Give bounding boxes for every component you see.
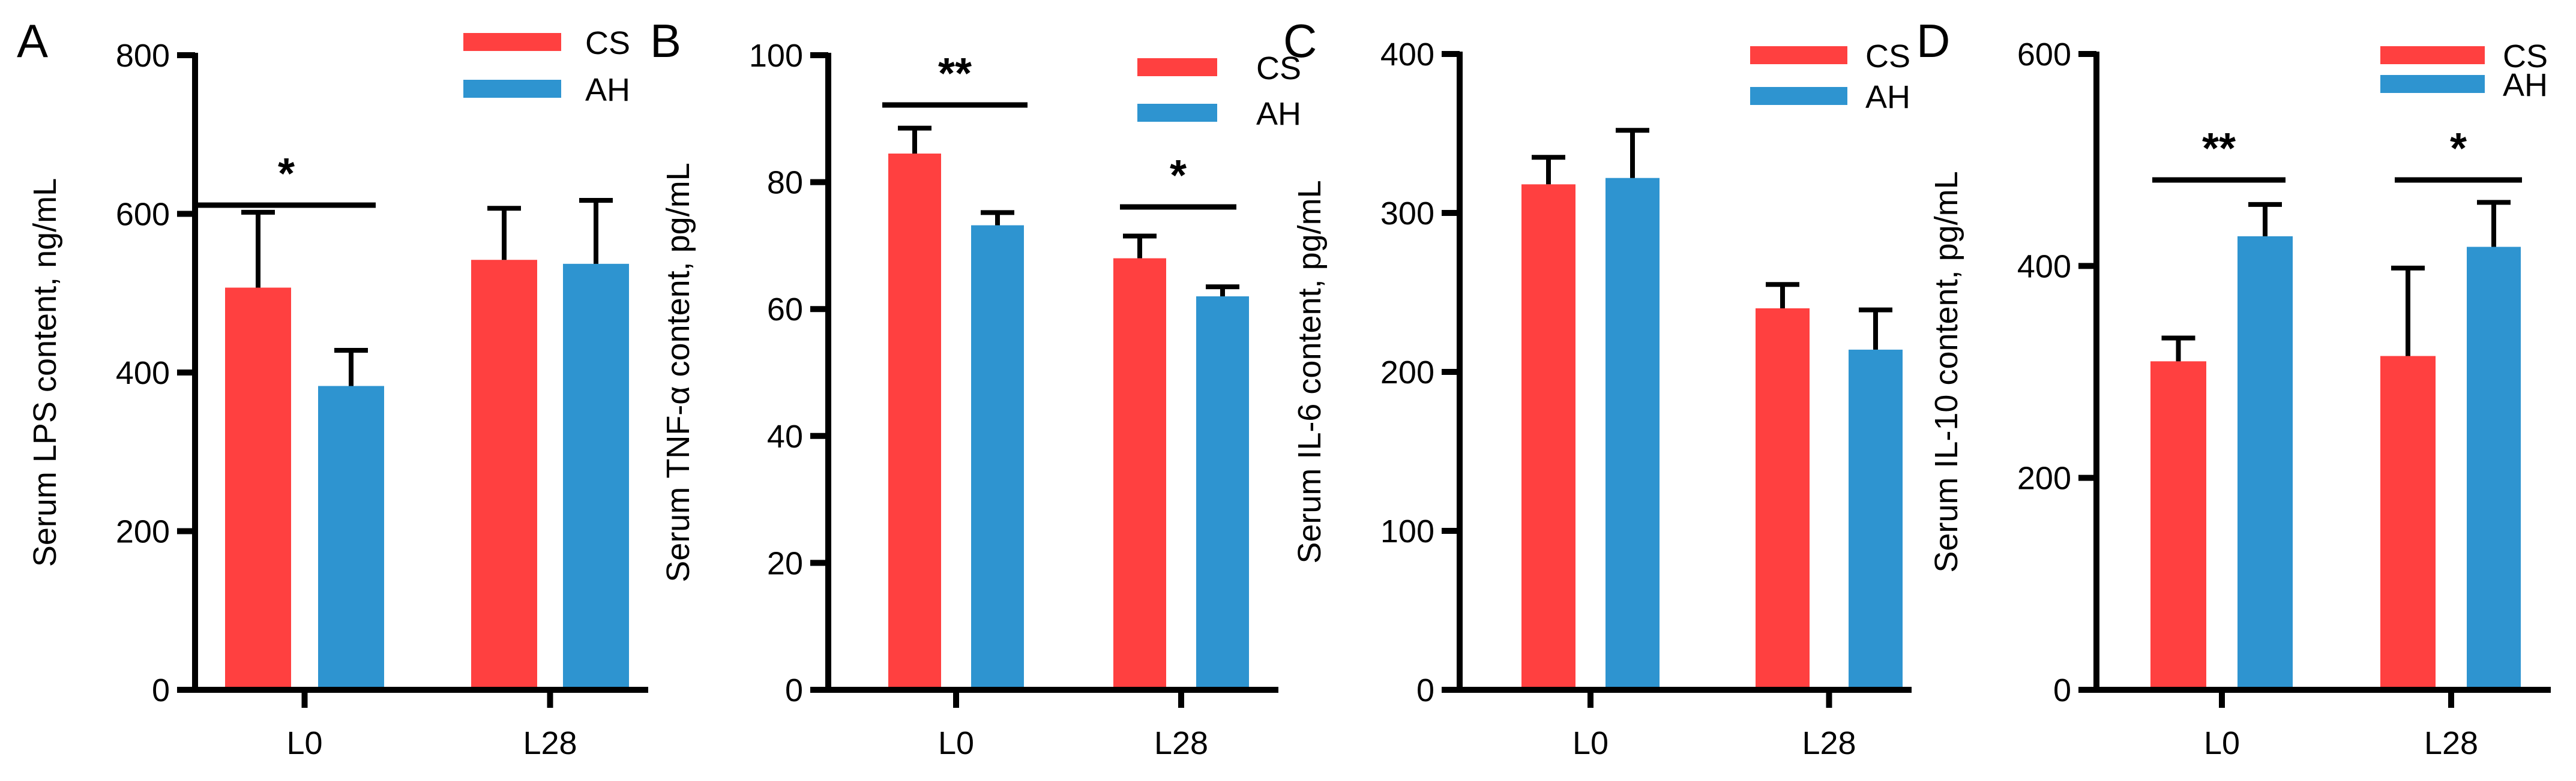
x-tick-label-a-l28: L28 [523, 725, 577, 761]
y-tick-label-a: 600 [116, 197, 170, 233]
panel-letter-b: B [650, 14, 681, 67]
legend-label-b-ah: AH [1256, 96, 1301, 132]
y-tick-label-b: 80 [767, 165, 803, 201]
legend-swatch-a-ah [463, 80, 561, 98]
y-tick-label-d: 600 [2017, 37, 2071, 73]
y-tick-label-c: 300 [1380, 196, 1434, 232]
y-tick-label-a: 200 [116, 514, 170, 550]
y-tick-label-c: 400 [1380, 37, 1434, 73]
bar-b-ah-l0 [971, 225, 1024, 690]
bar-b-cs-l28 [1113, 258, 1166, 690]
panel-letter-c: C [1283, 14, 1317, 67]
y-tick-label-b: 20 [767, 545, 803, 581]
y-tick-label-d: 200 [2017, 461, 2071, 497]
significance-label-d-l28: * [2450, 125, 2467, 173]
x-tick-label-d-l0: L0 [2204, 725, 2240, 761]
bar-c-ah-l0 [1605, 178, 1660, 690]
bar-c-cs-l0 [1521, 184, 1575, 690]
legend-swatch-a-cs [463, 33, 561, 51]
plot-d: 0 200 400 600 L0 L28 Serum IL-10 content, pg/m… [1928, 37, 2551, 761]
legend-label-c-cs: CS [1865, 38, 1910, 74]
legend-label-d-cs: CS [2503, 38, 2548, 74]
legend-label-a-ah: AH [585, 72, 630, 108]
x-tick-label-c-l0: L0 [1572, 725, 1608, 761]
bar-a-cs-l0 [225, 287, 291, 690]
panel-letter-a: A [17, 14, 48, 67]
plot-a: 0 200 400 600 800 L0 L28 Serum LPS content, ng/… [27, 25, 648, 761]
bar-d-cs-l28 [2380, 356, 2436, 690]
bar-a-ah-l28 [563, 263, 629, 690]
y-axis-title-d: Serum IL-10 content, pg/mL [1928, 171, 1964, 572]
significance-label-d-l0: ** [2202, 125, 2236, 173]
x-tick-label-d-l28: L28 [2424, 725, 2478, 761]
y-tick-label-a: 400 [116, 355, 170, 391]
legend-swatch-d-ah [2380, 75, 2485, 93]
bar-a-ah-l0 [318, 386, 384, 690]
legend-swatch-c-cs [1750, 46, 1847, 64]
plot-b: 0 20 40 60 80 100 L0 L28 Serum TNF-α content, pg… [660, 38, 1301, 761]
y-tick-label-c: 100 [1380, 513, 1434, 549]
y-tick-label-c: 0 [1416, 672, 1434, 708]
bar-d-cs-l0 [2150, 361, 2206, 690]
bar-c-cs-l28 [1756, 308, 1810, 690]
x-tick-label-b-l0: L0 [938, 725, 974, 761]
bar-d-ah-l28 [2467, 247, 2521, 690]
x-tick-label-b-l28: L28 [1154, 725, 1208, 761]
significance-label-a-l0: * [278, 150, 295, 198]
y-axis-title-b: Serum TNF-α content, pg/mL [660, 163, 696, 582]
bar-a-cs-l28 [471, 260, 537, 690]
panel-c: C 0 100 200 300 400 L0 L28 Serum IL-6 content, … [1283, 14, 1912, 761]
y-axis-title-c: Serum IL-6 content, pg/mL [1292, 180, 1328, 563]
y-tick-label-b: 60 [767, 292, 803, 328]
panel-b: B 0 20 40 60 80 100 L0 L28 Serum TNF-α content, … [650, 14, 1301, 761]
x-tick-label-c-l28: L28 [1802, 725, 1856, 761]
legend-label-b-cs: CS [1256, 50, 1301, 86]
y-tick-label-d: 400 [2017, 248, 2071, 284]
panel-letter-d: D [1916, 14, 1950, 67]
legend-swatch-b-ah [1137, 104, 1217, 122]
y-axis-title-a: Serum LPS content, ng/mL [27, 178, 63, 567]
bar-b-cs-l0 [888, 153, 941, 690]
y-tick-label-a: 0 [152, 672, 170, 708]
x-tick-label-a-l0: L0 [286, 725, 322, 761]
panel-a: A 0 200 400 600 800 L0 L28 Serum LPS content, n… [17, 14, 648, 761]
panel-d: D 0 200 400 600 L0 L28 Serum IL-10 content, pg… [1916, 14, 2551, 761]
legend-swatch-d-cs [2380, 46, 2485, 64]
significance-label-b-l28: * [1170, 152, 1187, 200]
legend-label-a-cs: CS [585, 25, 630, 61]
bar-b-ah-l28 [1196, 296, 1249, 690]
y-tick-label-b: 100 [749, 38, 803, 74]
legend-label-c-ah: AH [1865, 79, 1910, 115]
y-tick-label-c: 200 [1380, 355, 1434, 390]
significance-label-b-l0: ** [938, 50, 972, 98]
bar-d-ah-l0 [2237, 236, 2293, 690]
y-tick-label-b: 40 [767, 419, 803, 455]
y-tick-label-d: 0 [2053, 672, 2071, 708]
y-tick-label-a: 800 [116, 38, 170, 74]
plot-c: 0 100 200 300 400 L0 L28 Serum IL-6 content, pg… [1292, 37, 1912, 761]
legend-label-d-ah: AH [2503, 67, 2548, 103]
bar-c-ah-l28 [1849, 349, 1903, 690]
y-tick-label-b: 0 [785, 672, 803, 708]
legend-swatch-b-cs [1137, 58, 1217, 76]
legend-swatch-c-ah [1750, 87, 1847, 105]
